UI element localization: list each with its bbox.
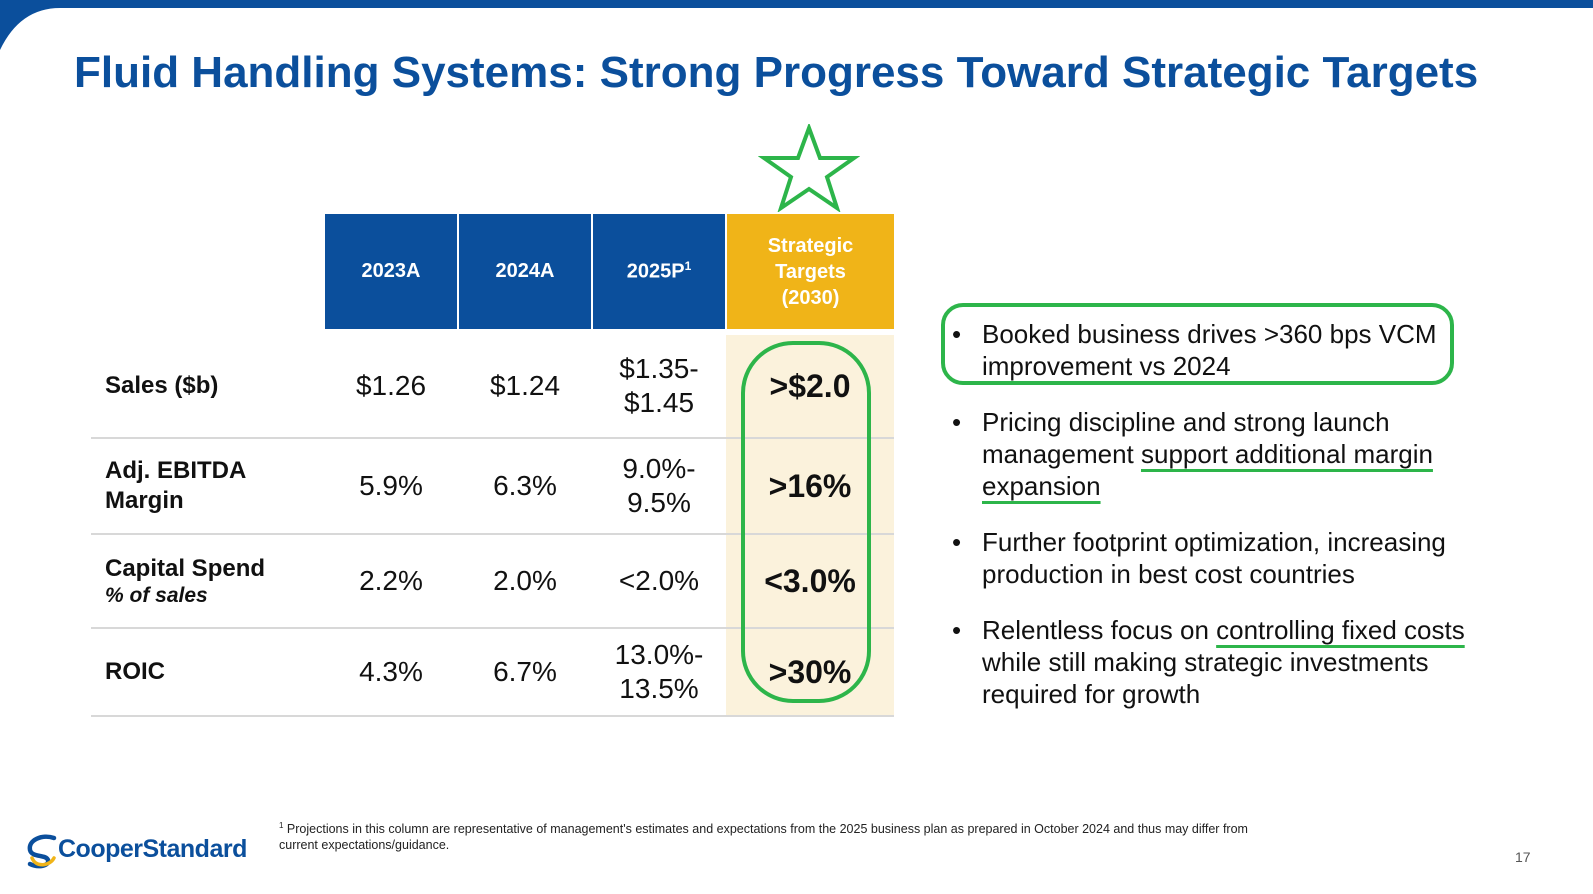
company-logo-text: CooperStandard bbox=[58, 835, 247, 863]
table-row-capital-spend: Capital Spend% of sales 2.2% 2.0% <2.0% … bbox=[91, 534, 894, 629]
list-item: • Further footprint optimization, increas… bbox=[950, 526, 1510, 590]
targets-highlight-oval bbox=[741, 341, 871, 703]
value-2023: 2.2% bbox=[324, 534, 458, 629]
row-label: Capital Spend% of sales bbox=[91, 534, 324, 629]
header-2025-label: 2025P bbox=[626, 260, 685, 283]
row-label-line1: Adj. EBITDA bbox=[105, 457, 247, 484]
header-2024: 2024A bbox=[457, 214, 592, 332]
header-2025-footnote-mark: 1 bbox=[684, 259, 692, 274]
value-2025-line1: 9.0%- bbox=[622, 453, 696, 484]
value-2023: $1.26 bbox=[324, 329, 458, 439]
table-row-ebitda: Adj. EBITDA Margin 5.9% 6.3% 9.0%- 9.5% >1… bbox=[91, 438, 894, 535]
footnote: 1 Projections in this column are represe… bbox=[279, 818, 1269, 853]
bullet-underlined-text: support additional margin expansion bbox=[982, 439, 1433, 501]
value-2025-line2: $1.45 bbox=[623, 387, 695, 418]
footnote-mark: 1 bbox=[279, 821, 284, 830]
target-value: <3.0% bbox=[726, 534, 894, 629]
top-header-bar bbox=[0, 0, 1593, 50]
row-label-line1: Capital Spend bbox=[105, 555, 266, 582]
value-2023: 5.9% bbox=[324, 438, 458, 535]
bullet-text: Further footprint optimization, increasi… bbox=[982, 527, 1446, 589]
slide-title: Fluid Handling Systems: Strong Progress … bbox=[74, 48, 1479, 97]
value-2024: 6.3% bbox=[458, 438, 592, 535]
targets-table: 2023A 2024A 2025P1 Strategic Targets (20… bbox=[91, 214, 894, 717]
row-label-line2: Margin bbox=[105, 487, 184, 514]
bullet-dot: • bbox=[952, 615, 962, 645]
value-2024: 6.7% bbox=[458, 628, 592, 717]
value-2025-line1: $1.35- bbox=[619, 353, 699, 384]
value-2025: 9.0%- 9.5% bbox=[592, 438, 726, 535]
cooper-standard-logo-icon bbox=[27, 834, 57, 869]
list-item: • Relentless focus on controlling fixed c… bbox=[950, 614, 1510, 710]
target-header-line: (2030) bbox=[781, 286, 840, 309]
bullet-text: Booked business drives >360 bps VCM impr… bbox=[982, 319, 1437, 381]
bullet-dot: • bbox=[952, 319, 962, 349]
bullet-list: • Booked business drives >360 bps VCM imp… bbox=[950, 318, 1510, 734]
row-sublabel: % of sales bbox=[105, 584, 208, 607]
bullet-text: Relentless focus on bbox=[982, 615, 1217, 645]
list-item: • Pricing discipline and strong launch ma… bbox=[950, 406, 1510, 502]
header-empty-cell bbox=[91, 214, 324, 332]
bullet-dot: • bbox=[952, 407, 962, 437]
target-header-line: Strategic bbox=[767, 234, 854, 257]
footnote-text: Projections in this column are represent… bbox=[279, 822, 1248, 853]
row-label: ROIC bbox=[91, 628, 324, 717]
row-label: Adj. EBITDA Margin bbox=[91, 438, 324, 535]
bullet-underlined-text: controlling fixed costs bbox=[1216, 615, 1465, 645]
target-header-line: Targets bbox=[775, 260, 846, 283]
value-2025-line2: 13.5% bbox=[619, 673, 699, 704]
value-2025-line2: 9.5% bbox=[627, 487, 691, 518]
value-2025-line1: 13.0%- bbox=[614, 639, 704, 670]
page-number: 17 bbox=[1515, 849, 1531, 865]
table-header-row: 2023A 2024A 2025P1 Strategic Targets (20… bbox=[91, 214, 894, 332]
value-2024: 2.0% bbox=[458, 534, 592, 629]
value-2024: $1.24 bbox=[458, 329, 592, 439]
bullet-text-end: while still making strategic investments… bbox=[982, 647, 1429, 709]
value-2025: $1.35- $1.45 bbox=[592, 329, 726, 439]
bullet-dot: • bbox=[952, 527, 962, 557]
row-label: Sales ($b) bbox=[91, 329, 324, 439]
target-value: >16% bbox=[726, 438, 894, 535]
header-2025: 2025P1 bbox=[591, 214, 726, 332]
value-2023: 4.3% bbox=[324, 628, 458, 717]
header-2023: 2023A bbox=[323, 214, 458, 332]
value-2025: <2.0% bbox=[592, 534, 726, 629]
star-icon bbox=[758, 124, 860, 212]
table-row-sales: Sales ($b) $1.26 $1.24 $1.35- $1.45 >$2.0 bbox=[91, 329, 894, 439]
value-2025: 13.0%- 13.5% bbox=[592, 628, 726, 717]
bullet-highlight-box bbox=[941, 303, 1454, 385]
list-item: • Booked business drives >360 bps VCM imp… bbox=[950, 318, 1510, 382]
bullet-text: Pricing discipline and strong launch man… bbox=[982, 407, 1390, 469]
header-strategic-targets: Strategic Targets (2030) bbox=[725, 214, 894, 332]
